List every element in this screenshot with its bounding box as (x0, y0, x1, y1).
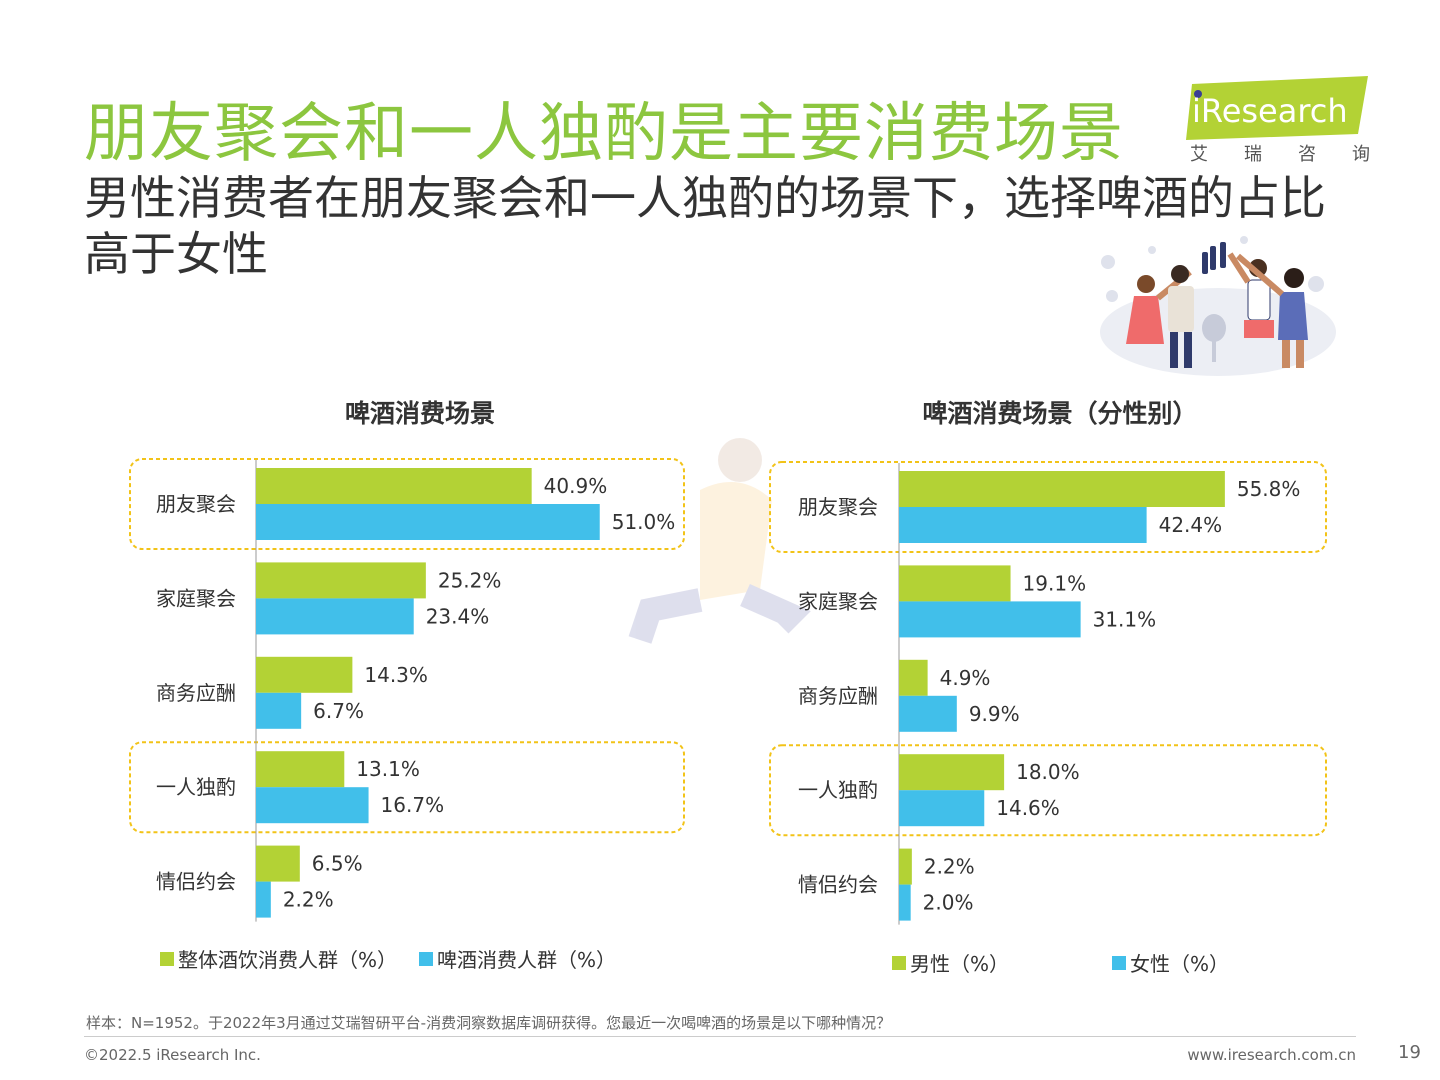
value-label: 2.2% (924, 855, 975, 879)
page-subtitle: 男性消费者在朋友聚会和一人独酌的场景下，选择啤酒的占比高于女性 (84, 171, 1326, 281)
value-label: 6.5% (312, 852, 363, 876)
legend-swatch-green (892, 955, 906, 970)
bar (899, 601, 1081, 638)
bar (256, 692, 302, 729)
legend-label: 整体酒饮消费人群（%） (178, 948, 398, 972)
bar (256, 598, 414, 635)
bar (256, 562, 426, 599)
value-label: 6.7% (313, 699, 364, 723)
value-label: 51.0% (612, 510, 676, 534)
highlight-box (769, 461, 1327, 553)
bar (899, 790, 985, 827)
legend-label: 女性（%） (1130, 952, 1230, 976)
value-label: 2.2% (283, 888, 334, 912)
bar (899, 754, 1005, 791)
legend-swatch-green (160, 951, 174, 966)
chart-1-legend: 整体酒饮消费人群（%） 啤酒消费人群（%） (160, 944, 616, 973)
logo-cn-char: 瑞 (1244, 144, 1262, 165)
bar (256, 751, 345, 788)
cheers-illustration-icon (1100, 236, 1336, 376)
category-label: 家庭聚会 (156, 586, 236, 610)
category-label: 情侣约会 (798, 873, 878, 897)
copyright: ©2022.5 iResearch Inc. (84, 1046, 261, 1064)
bar (899, 884, 911, 921)
bar (899, 507, 1147, 543)
legend-label: 啤酒消费人群（%） (437, 948, 617, 972)
runner-watermark-icon (628, 438, 811, 644)
chart-1-title: 啤酒消费场景 (344, 399, 495, 428)
bar (256, 468, 532, 504)
bar (899, 695, 957, 732)
value-label: 13.1% (356, 757, 420, 781)
value-label: 18.0% (1016, 760, 1080, 784)
legend-label: 男性（%） (910, 952, 1010, 976)
category-label: 家庭聚会 (798, 589, 878, 613)
footer-divider (84, 1036, 1356, 1037)
logo-cn-char: 艾 (1190, 144, 1208, 165)
legend-swatch-blue (1112, 955, 1126, 970)
value-label: 55.8% (1237, 477, 1301, 501)
logo-cn-char: 询 (1352, 144, 1370, 165)
iresearch-logo: iResearch (1186, 76, 1368, 140)
logo-cn-char: 咨 (1298, 144, 1316, 165)
bar (256, 845, 300, 882)
logo-cn-text: 艾 瑞 咨 询 (1190, 140, 1370, 166)
value-label: 40.9% (544, 474, 608, 498)
category-label: 朋友聚会 (156, 492, 236, 516)
bar (256, 656, 353, 693)
highlight-box (129, 741, 685, 834)
bar (899, 848, 912, 885)
chart-2-legend-female: 女性（%） (1112, 948, 1229, 977)
bar (256, 881, 271, 918)
value-label: 23.4% (426, 604, 490, 628)
page-title: 朋友聚会和一人独酌是主要消费场景 (84, 97, 1124, 171)
category-label: 商务应酬 (156, 681, 236, 705)
value-label: 14.6% (996, 796, 1060, 820)
category-label: 一人独酌 (798, 778, 878, 802)
bar (256, 504, 600, 540)
bar (899, 471, 1225, 507)
highlight-box (769, 744, 1327, 837)
bar (899, 659, 928, 696)
chart-2-plot: 朋友聚会 55.8% 42.4% 家庭聚会 19.1%31.1% 商务应酬 4.9% 9.9%… (769, 461, 1327, 925)
value-label: 14.3% (364, 663, 428, 687)
logo-brand-text: iResearch (1192, 92, 1348, 130)
value-label: 42.4% (1159, 513, 1223, 537)
bar (899, 565, 1011, 602)
chart-1-plot: 朋友聚会 40.9%51.0% 家庭聚会 25.2% 23.4% 商务应酬 14.3%6.7… (129, 458, 685, 922)
category-label: 商务应酬 (798, 684, 878, 708)
chart-2-title: 啤酒消费场景（分性别） (922, 399, 1198, 428)
value-label: 25.2% (438, 568, 502, 592)
value-label: 9.9% (969, 702, 1020, 726)
category-label: 一人独酌 (156, 775, 236, 799)
website-link[interactable]: www.iresearch.com.cn (1187, 1046, 1356, 1064)
legend-swatch-blue (419, 951, 434, 966)
sample-note: 样本：N=1952。于2022年3月通过艾瑞智研平台-消费洞察数据库调研获得。您… (86, 1014, 892, 1032)
value-label: 31.1% (1093, 607, 1157, 631)
value-label: 4.9% (940, 666, 991, 690)
value-label: 2.0% (923, 891, 974, 915)
chart-2-legend-male: 男性（%） (892, 948, 1009, 977)
category-label: 朋友聚会 (798, 495, 878, 519)
value-label: 19.1% (1023, 571, 1087, 595)
page-number: 19 (1398, 1042, 1421, 1063)
bar (256, 787, 369, 824)
highlight-box (129, 458, 685, 550)
value-label: 16.7% (381, 793, 445, 817)
category-label: 情侣约会 (156, 870, 236, 894)
